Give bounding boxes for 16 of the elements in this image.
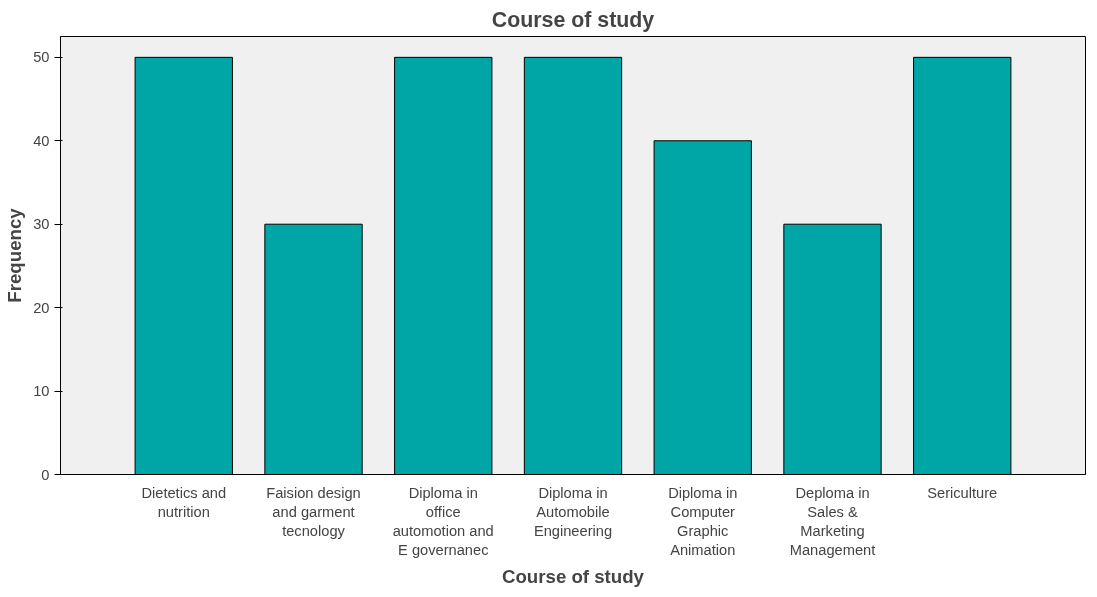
- y-tick-label: 40: [33, 132, 50, 149]
- x-tick-label: Dietetics and nutrition: [141, 484, 227, 520]
- x-tick-label: Diploma in office automotion and E governanec: [392, 484, 494, 559]
- x-tick-label: Sericulture: [927, 484, 998, 501]
- x-tick-label: Faision design and garment tecnology: [266, 484, 361, 539]
- y-tick-label: 30: [33, 216, 50, 233]
- y-tick-label: 20: [33, 299, 50, 316]
- y-tick-label: 50: [33, 49, 50, 66]
- chart-title: Course of study: [491, 7, 655, 32]
- y-tick-label: 10: [33, 383, 50, 400]
- x-tick-label: Deploma in Sales & Marketing Management: [789, 484, 876, 559]
- y-tick-label: 0: [41, 466, 50, 483]
- x-axis-title: Course of study: [502, 566, 645, 588]
- y-axis-title: Frequency: [4, 207, 26, 303]
- x-tick-label: Diploma in Automobile Engineering: [533, 484, 613, 539]
- x-tick-label: Diploma in Computer Graphic Animation: [668, 484, 738, 559]
